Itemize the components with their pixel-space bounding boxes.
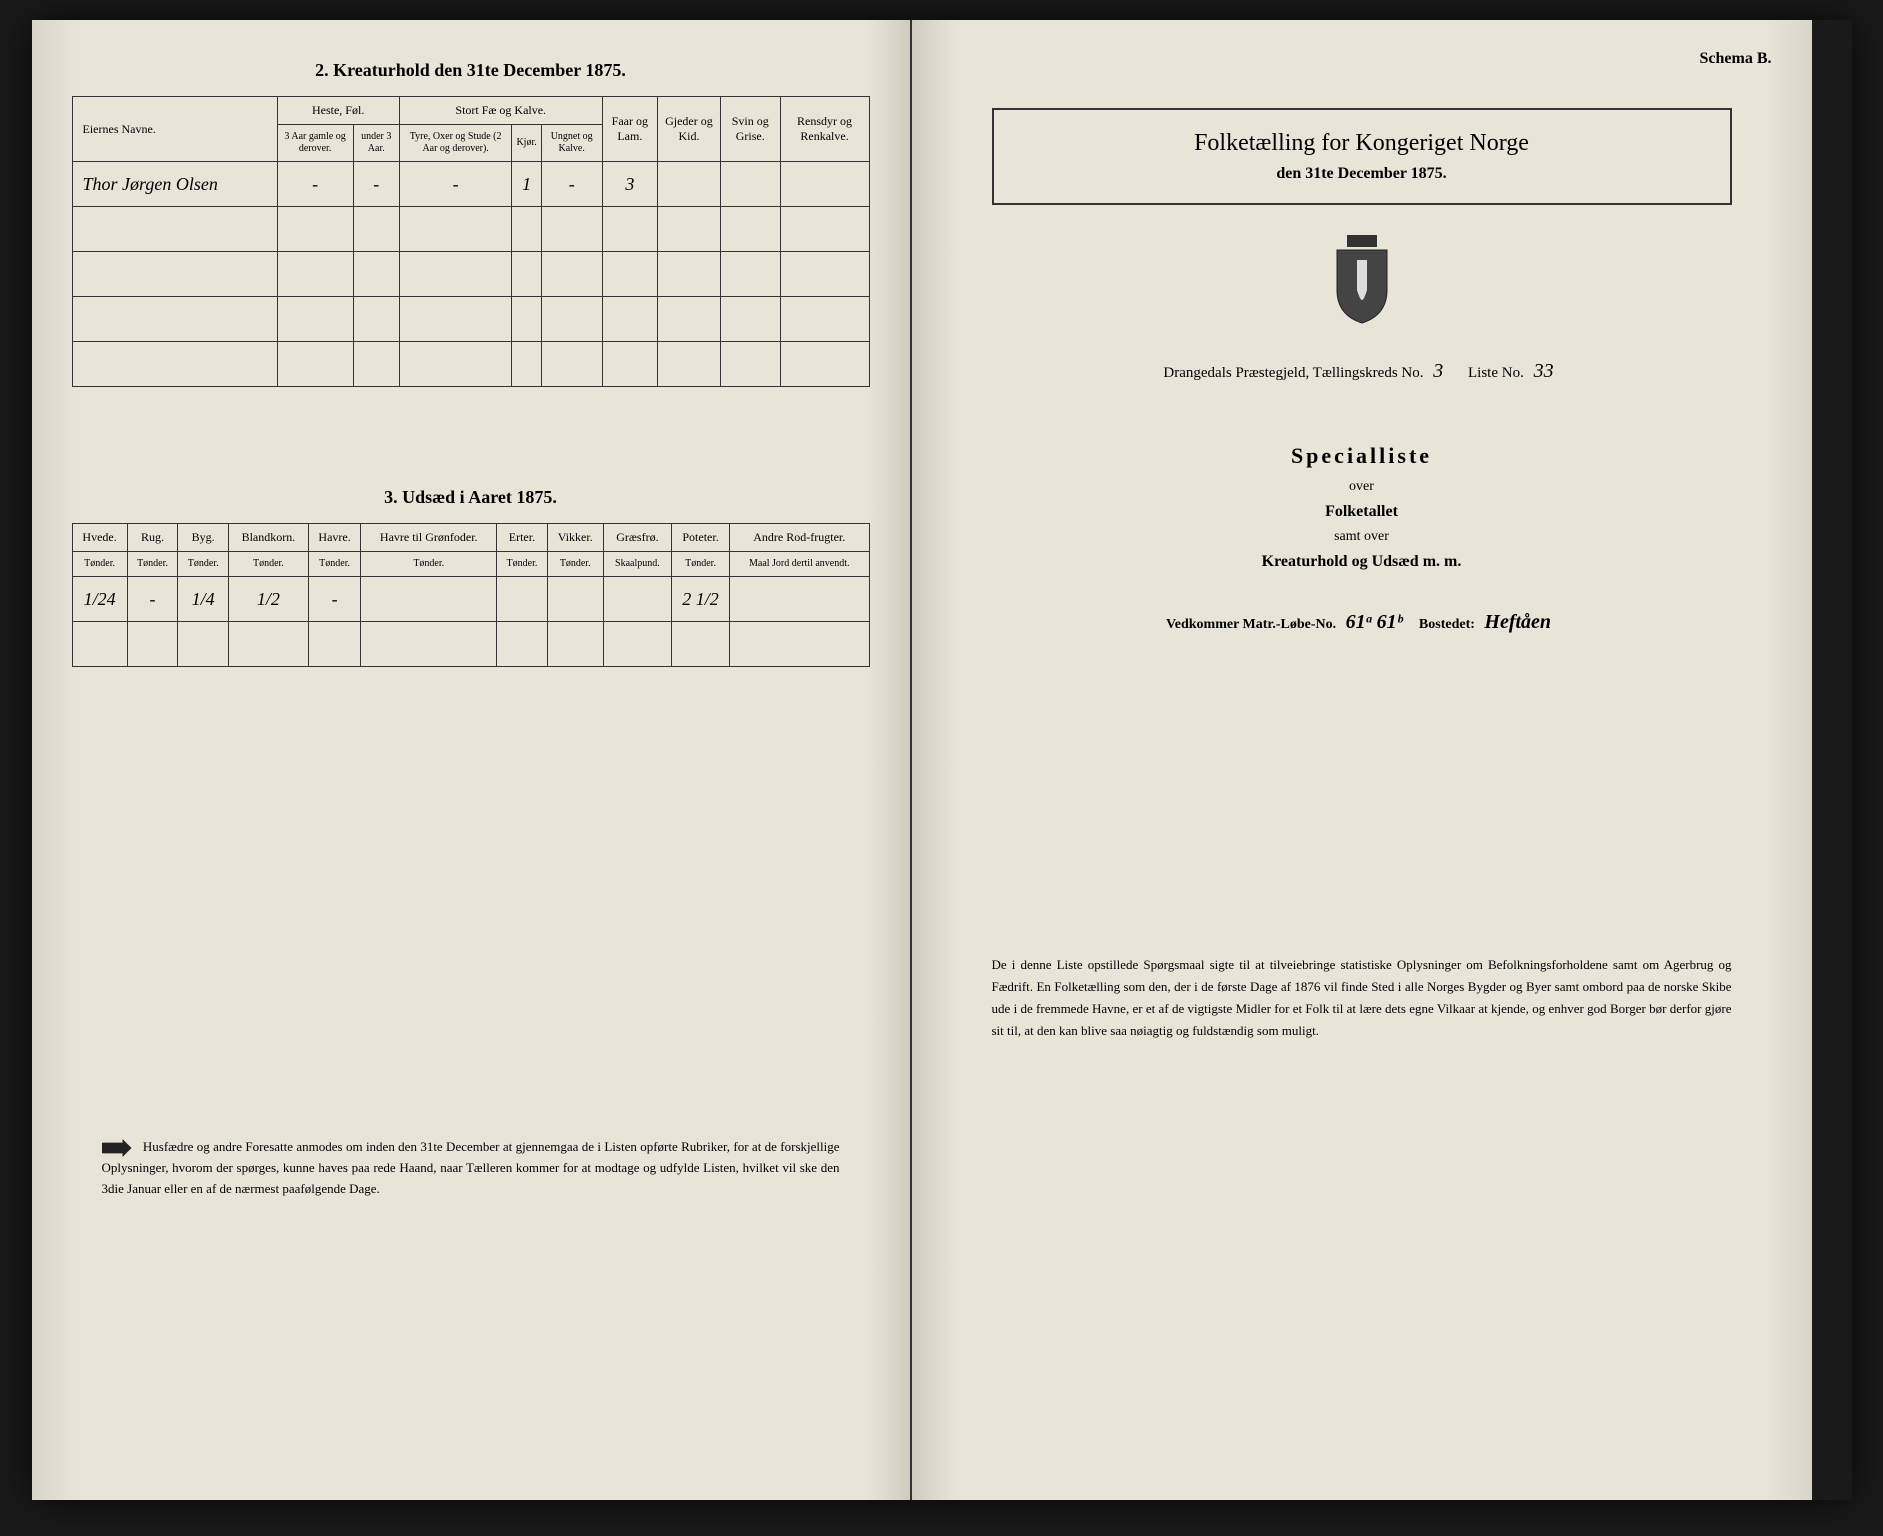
table-row xyxy=(72,622,869,667)
th-cattle1: Tyre, Oxer og Stude (2 Aar og derover). xyxy=(399,125,512,162)
cell-grass xyxy=(603,577,671,622)
th-wheat: Hvede. xyxy=(72,524,127,552)
kreatur-label: Kreaturhold og Udsæd m. m. xyxy=(952,553,1772,571)
th-horses: Heste, Føl. xyxy=(277,97,399,125)
cell-h2: - xyxy=(353,162,399,207)
schema-label: Schema B. xyxy=(952,50,1772,68)
unit: Tønder. xyxy=(672,552,730,577)
th-cattle: Stort Fæ og Kalve. xyxy=(399,97,602,125)
th-cattle2: Kjør. xyxy=(512,125,541,162)
cell-reindeer xyxy=(780,162,869,207)
cell-rye: - xyxy=(127,577,178,622)
bosted-label: Bostedet: xyxy=(1419,617,1475,632)
cell-oatsg xyxy=(361,577,497,622)
table-row xyxy=(72,207,869,252)
cell-oats: - xyxy=(308,577,361,622)
right-page: Schema B. Folketælling for Kongeriget No… xyxy=(912,20,1812,1500)
matr-label: Vedkommer Matr.-Løbe-No. xyxy=(1166,617,1336,632)
th-reindeer: Rensdyr og Renkalve. xyxy=(780,97,869,162)
cell-peas xyxy=(497,577,548,622)
unit: Tønder. xyxy=(547,552,603,577)
cell-goats xyxy=(658,162,721,207)
coat-of-arms-icon xyxy=(952,235,1772,330)
bosted: Heftåen xyxy=(1478,611,1557,633)
th-grass: Græsfrø. xyxy=(603,524,671,552)
th-horses2: under 3 Aar. xyxy=(353,125,399,162)
section2-title: 2. Kreaturhold den 31te December 1875. xyxy=(72,60,870,81)
left-footer-note: Husfædre og andre Foresatte anmodes om i… xyxy=(72,1137,870,1199)
book-spread: 2. Kreaturhold den 31te December 1875. E… xyxy=(32,20,1852,1500)
unit: Tønder. xyxy=(497,552,548,577)
th-goats: Gjeder og Kid. xyxy=(658,97,721,162)
parish-prefix: Drangedals Præstegjeld, Tællingskreds No… xyxy=(1163,365,1423,381)
table-row: 1/24 - 1/4 1/2 - 2 1/2 xyxy=(72,577,869,622)
over-label: over xyxy=(952,479,1772,495)
table-row xyxy=(72,297,869,342)
th-peas: Erter. xyxy=(497,524,548,552)
sub-title: den 31te December 1875. xyxy=(1014,165,1710,183)
unit: Maal Jord dertil anvendt. xyxy=(730,552,870,577)
table-row: Thor Jørgen Olsen - - - 1 - 3 xyxy=(72,162,869,207)
pointer-icon xyxy=(102,1139,132,1157)
cell-c3: - xyxy=(541,162,602,207)
table-row xyxy=(72,252,869,297)
cell-wheat: 1/24 xyxy=(72,577,127,622)
th-horses1: 3 Aar gamle og derover. xyxy=(277,125,353,162)
unit: Tønder. xyxy=(178,552,229,577)
th-oatsg: Havre til Grønfoder. xyxy=(361,524,497,552)
cell-h1: - xyxy=(277,162,353,207)
unit: Tønder. xyxy=(361,552,497,577)
livestock-table: Eiernes Navne. Heste, Føl. Stort Fæ og K… xyxy=(72,96,870,387)
th-barley: Byg. xyxy=(178,524,229,552)
cell-other xyxy=(730,577,870,622)
cell-name: Thor Jørgen Olsen xyxy=(72,162,277,207)
cell-mixed: 1/2 xyxy=(229,577,309,622)
table-row xyxy=(72,342,869,387)
unit: Tønder. xyxy=(72,552,127,577)
unit: Skaalpund. xyxy=(603,552,671,577)
th-name: Eiernes Navne. xyxy=(72,97,277,162)
th-sheep: Faar og Lam. xyxy=(602,97,657,162)
folketallet: Folketallet xyxy=(952,503,1772,521)
title-box: Folketælling for Kongeriget Norge den 31… xyxy=(992,108,1732,205)
samt-label: samt over xyxy=(952,529,1772,545)
parish-no: 3 xyxy=(1427,360,1449,382)
parish-line: Drangedals Præstegjeld, Tællingskreds No… xyxy=(952,360,1772,383)
th-rye: Rug. xyxy=(127,524,178,552)
th-vetches: Vikker. xyxy=(547,524,603,552)
liste-label: Liste No. xyxy=(1468,365,1524,381)
unit: Tønder. xyxy=(127,552,178,577)
cell-vetches xyxy=(547,577,603,622)
right-footer-text: De i denne Liste opstillede Spørgsmaal s… xyxy=(992,954,1732,1042)
section3-title: 3. Udsæd i Aaret 1875. xyxy=(72,487,870,508)
th-mixed: Blandkorn. xyxy=(229,524,309,552)
unit: Tønder. xyxy=(308,552,361,577)
footer-text: Husfædre og andre Foresatte anmodes om i… xyxy=(102,1139,840,1196)
cell-potatoes: 2 1/2 xyxy=(672,577,730,622)
th-potatoes: Poteter. xyxy=(672,524,730,552)
th-cattle3: Ungnet og Kalve. xyxy=(541,125,602,162)
main-title: Folketælling for Kongeriget Norge xyxy=(1014,130,1710,157)
cell-c1: - xyxy=(399,162,512,207)
cell-barley: 1/4 xyxy=(178,577,229,622)
th-other: Andre Rod-frugter. xyxy=(730,524,870,552)
matr-no: 61ᵃ 61ᵇ xyxy=(1340,611,1409,633)
th-pigs: Svin og Grise. xyxy=(720,97,780,162)
special-title: Specialliste xyxy=(952,443,1772,469)
left-page: 2. Kreaturhold den 31te December 1875. E… xyxy=(32,20,912,1500)
cell-pigs xyxy=(720,162,780,207)
cell-sheep: 3 xyxy=(602,162,657,207)
th-oats: Havre. xyxy=(308,524,361,552)
liste-no: 33 xyxy=(1528,360,1560,382)
unit: Tønder. xyxy=(229,552,309,577)
matr-line: Vedkommer Matr.-Løbe-No. 61ᵃ 61ᵇ Bostede… xyxy=(952,611,1772,634)
cell-c2: 1 xyxy=(512,162,541,207)
seed-table: Hvede. Rug. Byg. Blandkorn. Havre. Havre… xyxy=(72,523,870,667)
